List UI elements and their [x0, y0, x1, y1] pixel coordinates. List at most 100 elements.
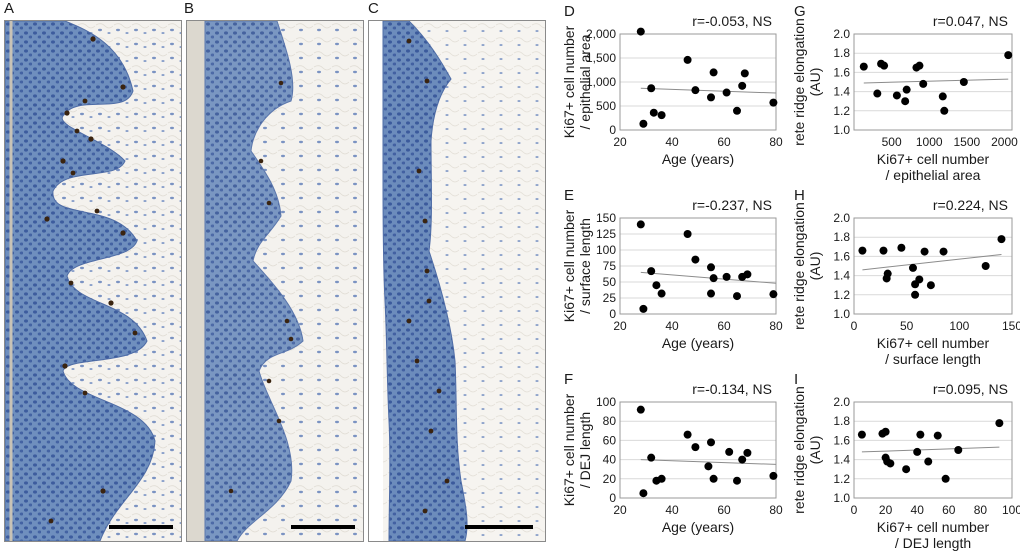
data-point	[740, 69, 749, 78]
data-point	[639, 119, 648, 128]
y-tick-label: 0	[609, 491, 616, 505]
y-tick-label: 500	[596, 99, 616, 113]
y-tick-label: 25	[603, 291, 617, 305]
panel-label-c: C	[368, 0, 379, 17]
data-point	[691, 443, 700, 452]
data-point	[881, 427, 890, 436]
x-axis-label: Ki67+ cell number	[877, 519, 990, 535]
x-tick-label: 2000	[991, 135, 1018, 149]
data-point	[940, 106, 949, 115]
y-tick-label: 1.4	[833, 453, 850, 467]
data-point	[743, 270, 752, 279]
data-point	[639, 489, 648, 498]
y-tick-label: 0	[609, 123, 616, 137]
correlation-stat: r=0.047, NS	[933, 13, 1008, 29]
data-point	[915, 275, 924, 284]
plot-frame	[853, 401, 1013, 499]
data-point	[647, 84, 656, 93]
y-axis-label: / DEJ length	[577, 412, 593, 488]
ki67-positive-nuclei	[44, 36, 138, 524]
panel-label-h: H	[794, 187, 805, 204]
x-tick-label: 1000	[916, 135, 943, 149]
data-point	[657, 111, 666, 120]
panel-label-f: F	[564, 371, 573, 388]
x-tick-label: 150	[1002, 319, 1020, 333]
correlation-stat: r=-0.134, NS	[692, 381, 772, 397]
y-axis-label: (AU)	[807, 436, 823, 465]
x-tick-label: 100	[1002, 503, 1020, 517]
data-point	[704, 462, 713, 471]
y-tick-label: 1.4	[833, 269, 850, 283]
x-tick-label: 500	[882, 135, 902, 149]
panel-label-b: B	[184, 0, 195, 17]
plot-frame	[853, 33, 1013, 131]
data-point	[649, 108, 658, 117]
data-point	[924, 457, 933, 466]
data-point	[902, 85, 911, 94]
y-tick-label: 1,000	[586, 75, 616, 89]
x-tick-label: 50	[900, 319, 914, 333]
data-point	[908, 263, 917, 272]
data-point	[901, 97, 910, 106]
x-tick-label: 40	[911, 503, 925, 517]
y-tick-label: 60	[603, 433, 617, 447]
data-point	[769, 98, 778, 107]
data-point	[916, 430, 925, 439]
plot-frame	[619, 33, 777, 131]
data-point	[879, 246, 888, 255]
y-axis-label: / surface length	[577, 218, 593, 314]
y-tick-label: 1.8	[833, 414, 850, 428]
x-tick-label: 60	[717, 319, 731, 333]
x-tick-label: 60	[717, 503, 731, 517]
scale-bar	[291, 525, 355, 529]
y-axis-label: (AU)	[807, 68, 823, 97]
data-point	[939, 247, 948, 256]
data-point	[636, 27, 645, 36]
micrograph-b	[186, 20, 364, 542]
data-point	[683, 230, 692, 238]
x-axis-label: / surface length	[885, 351, 981, 367]
data-point	[873, 89, 882, 98]
data-point	[707, 289, 715, 298]
y-tick-label: 1.0	[833, 307, 850, 321]
data-point	[883, 269, 892, 278]
y-tick-label: 100	[596, 395, 616, 409]
correlation-stat: r=0.224, NS	[933, 197, 1008, 213]
scale-bar	[109, 525, 173, 529]
data-point	[733, 476, 741, 485]
data-point	[691, 86, 700, 95]
y-axis-label: Ki67+ cell number	[561, 209, 577, 322]
y-tick-label: 75	[603, 259, 617, 273]
y-tick-label: 2.0	[833, 211, 850, 225]
x-tick-label: 1500	[954, 135, 981, 149]
y-tick-label: 20	[603, 472, 617, 486]
x-axis-label: Ki67+ cell number	[877, 335, 990, 351]
data-point	[722, 88, 731, 97]
correlation-stat: r=-0.237, NS	[692, 197, 772, 213]
scatter-plot-h: H 1.0 1.2 1.4 1.6 1.8 2.0 0 50 100 150 r=0.224, NS K…	[791, 187, 1020, 367]
epidermis-layer	[5, 21, 156, 541]
y-tick-label: 80	[603, 414, 617, 428]
panel-label-i: I	[794, 371, 798, 388]
x-axis-label: Ki67+ cell number	[877, 151, 990, 167]
data-point	[880, 61, 889, 70]
trend-line	[861, 446, 1000, 453]
data-point	[709, 68, 718, 77]
scatter-plot-i: I 1.0 1.2 1.4 1.6 1.8 2.0 0 20 40 60 80 100 r=0.095, …	[791, 371, 1020, 551]
x-tick-label: 20	[613, 135, 627, 149]
y-tick-label: 1.6	[833, 249, 850, 263]
scatter-plot-d: D 0 500 1,000 1,500 2,000 20 40 60 80 r=-0.053, NS…	[561, 3, 783, 167]
plot-frame	[853, 217, 1013, 315]
data-point	[707, 438, 715, 447]
data-point	[954, 446, 963, 454]
epidermis-layer	[204, 21, 304, 541]
trend-line	[640, 271, 777, 284]
x-tick-label: 20	[613, 503, 627, 517]
x-tick-label: 60	[942, 503, 956, 517]
y-tick-label: 100	[596, 243, 616, 257]
x-tick-label: 20	[613, 319, 627, 333]
data-point	[657, 474, 666, 483]
y-axis-label: rete ridge elongation	[791, 386, 807, 514]
micrograph-c	[368, 20, 546, 542]
data-point	[636, 220, 645, 229]
